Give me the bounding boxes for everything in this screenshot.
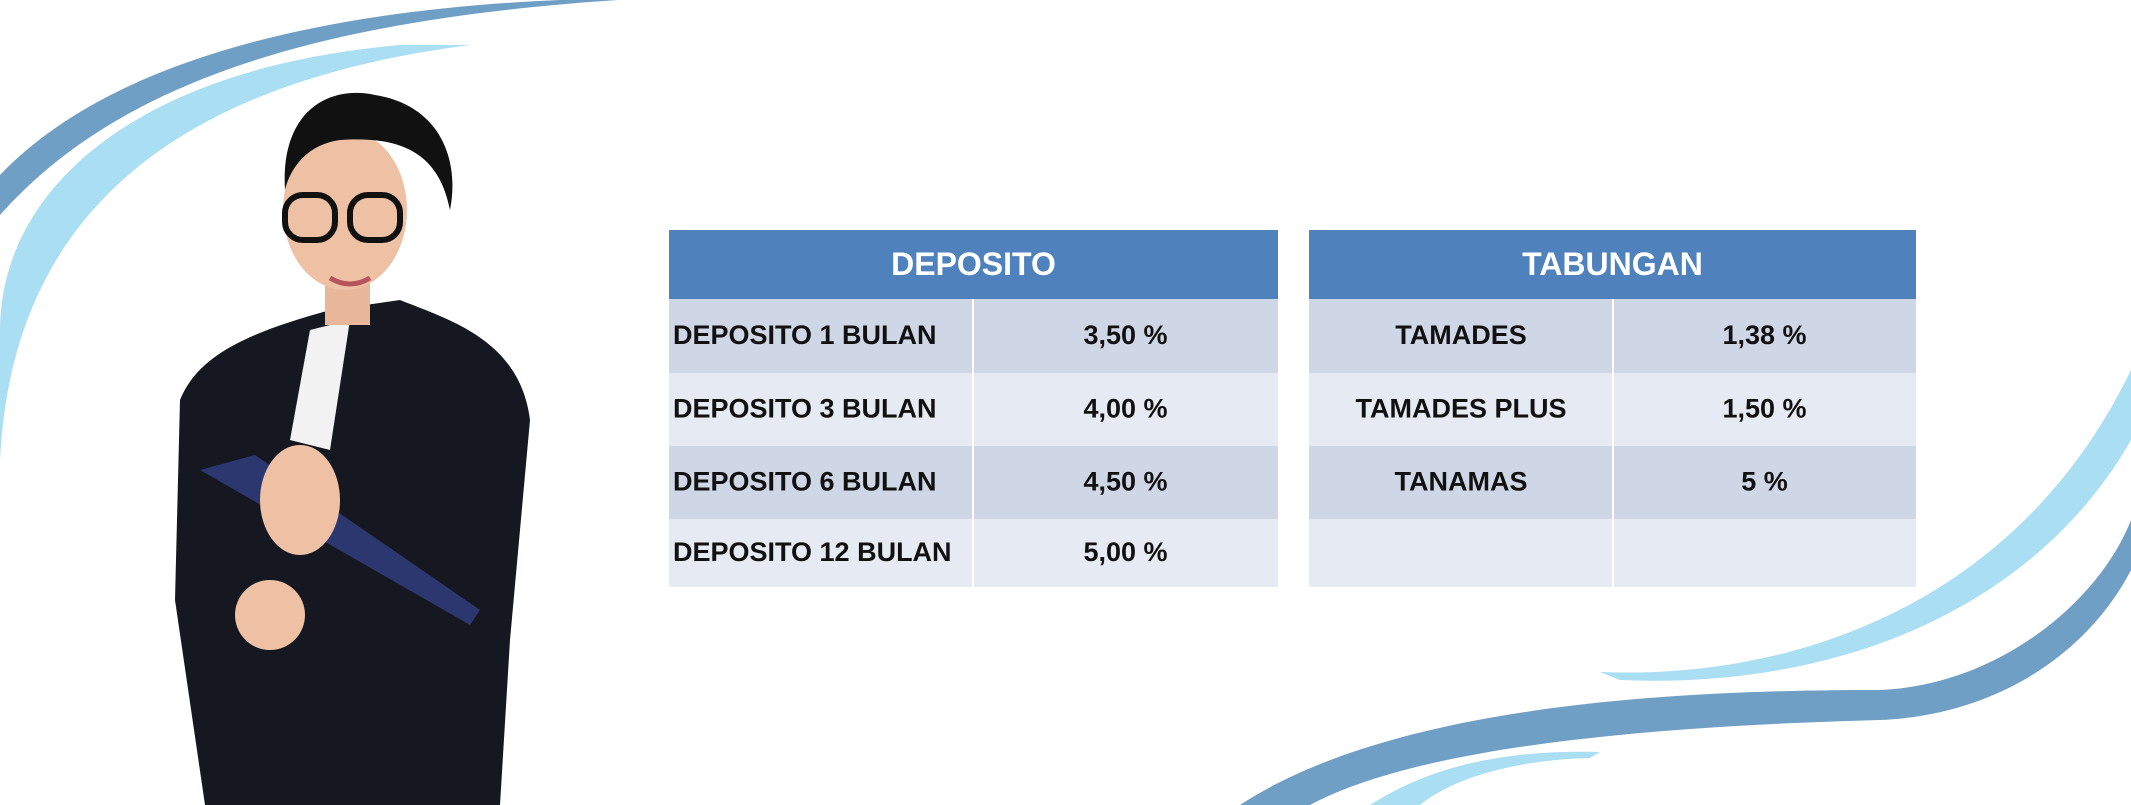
row-label: DEPOSITO 6 BULAN bbox=[673, 467, 937, 497]
wave bbox=[1370, 751, 1600, 805]
table-header bbox=[669, 230, 1278, 299]
row-label: TAMADES PLUS bbox=[1355, 394, 1566, 424]
table-cell bbox=[669, 519, 972, 587]
wave bbox=[0, 0, 618, 215]
row-rate: 3,50 % bbox=[1083, 320, 1167, 350]
table-cell bbox=[1309, 373, 1612, 446]
table-cell bbox=[974, 373, 1278, 446]
row-label: DEPOSITO 1 BULAN bbox=[673, 320, 937, 350]
person-illustration bbox=[175, 92, 530, 805]
table-cell bbox=[669, 446, 972, 519]
table-title: DEPOSITO bbox=[891, 246, 1056, 282]
table-cell bbox=[1614, 373, 1916, 446]
table-header bbox=[1309, 230, 1916, 299]
row-rate: 5 % bbox=[1741, 467, 1788, 497]
table-cell bbox=[669, 299, 972, 373]
row-label: TAMADES bbox=[1395, 320, 1527, 350]
table-cell bbox=[1614, 299, 1916, 373]
row-rate: 4,50 % bbox=[1083, 467, 1167, 497]
row-rate: 4,00 % bbox=[1083, 394, 1167, 424]
table-cell bbox=[974, 519, 1278, 587]
row-label: DEPOSITO 3 BULAN bbox=[673, 394, 937, 424]
table-title: TABUNGAN bbox=[1522, 246, 1703, 282]
row-label: TANAMAS bbox=[1395, 467, 1528, 497]
table-cell bbox=[974, 446, 1278, 519]
table-cell bbox=[1309, 519, 1612, 587]
table-cell bbox=[669, 373, 972, 446]
table-cell bbox=[1309, 299, 1612, 373]
row-rate: 1,50 % bbox=[1722, 394, 1806, 424]
row-rate: 1,38 % bbox=[1722, 320, 1806, 350]
table-cell bbox=[1614, 446, 1916, 519]
table-cell bbox=[974, 299, 1278, 373]
row-rate: 5,00 % bbox=[1083, 537, 1167, 567]
wave bbox=[0, 45, 470, 460]
row-label: DEPOSITO 12 BULAN bbox=[673, 537, 952, 567]
table-cell bbox=[1614, 519, 1916, 587]
wave bbox=[1240, 520, 2131, 805]
wave bbox=[1600, 370, 2131, 681]
table-cell bbox=[1309, 446, 1612, 519]
